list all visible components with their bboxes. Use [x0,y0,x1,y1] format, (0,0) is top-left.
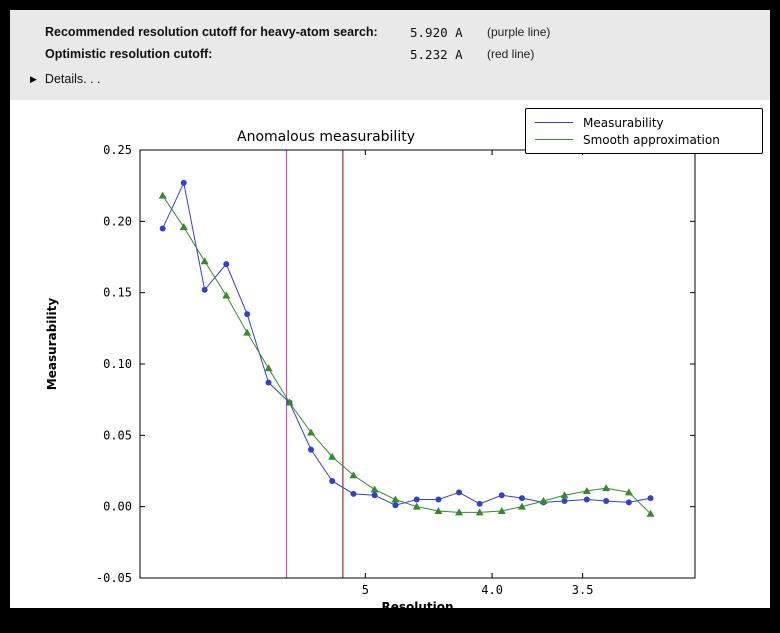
triangle-marker [370,485,379,493]
circle-marker [329,477,336,484]
triangle-marker [560,491,569,499]
svg-text:Measurability: Measurability [45,298,59,391]
circle-marker [476,500,483,507]
triangle-marker [497,506,506,514]
chart-legend: Measurability Smooth approximation [525,108,763,154]
circle-marker [244,311,251,318]
legend-entry: Measurability [535,114,753,131]
optimistic-cutoff-value: 5.232 A [410,46,463,62]
series-line [162,181,651,506]
circle-marker [413,496,420,503]
triangle-marker [200,257,209,265]
triangle-marker [307,428,316,436]
plot-area [140,150,695,578]
svg-text:0.15: 0.15 [103,286,132,300]
circle-marker [371,492,378,499]
details-disclosure[interactable]: ▶ Details. . . [10,72,770,86]
triangle-marker [264,364,273,372]
circle-marker [180,179,187,186]
triangle-marker [285,398,294,406]
smooth-approximation-line-sample [535,139,573,140]
circle-marker [518,495,525,502]
optimistic-cutoff-note: (red line) [487,47,535,61]
legend-entry: Smooth approximation [535,131,753,148]
triangle-marker [475,508,484,516]
triangle-marker [158,191,167,199]
svg-text:Resolution: Resolution [381,600,453,608]
anomalous-signal-window: Recommended resolution cutoff for heavy-… [10,10,770,614]
plot-figure: -0.05 0.00 0.05 0.10 0.15 0.20 0.25 5 4.0 3.5 Anom… [10,100,770,614]
circle-marker [498,492,505,499]
measurability-line-sample [535,122,573,123]
triangle-marker [624,488,633,496]
triangle-marker [602,484,611,492]
circle-marker [583,496,590,503]
optimistic-cutoff-row: Optimistic resolution cutoff: 5.232 A (r… [10,43,770,65]
recommended-cutoff-value: 5.920 A [410,24,463,40]
svg-text:0.20: 0.20 [103,214,132,228]
circle-marker [159,225,166,232]
measurability-chart: -0.05 0.00 0.05 0.10 0.15 0.20 0.25 5 4.0 3.5 Anom… [45,129,696,614]
circle-marker [223,261,230,268]
legend-label-measurability: Measurability [583,115,664,130]
recommended-cutoff-label: Recommended resolution cutoff for heavy-… [45,25,378,39]
triangle-marker [349,471,358,479]
svg-text:3.5: 3.5 [572,583,594,597]
circle-marker [625,499,632,506]
svg-text:0.05: 0.05 [103,428,132,442]
svg-text:0.10: 0.10 [103,357,132,371]
optimistic-cutoff-label: Optimistic resolution cutoff: [45,47,213,61]
svg-text:0.25: 0.25 [103,143,132,157]
circle-marker [435,496,442,503]
triangle-marker [517,502,526,510]
circle-marker [392,502,399,509]
triangle-marker [582,486,591,494]
triangle-marker [412,502,421,510]
triangle-marker [179,223,188,231]
legend-label-smooth: Smooth approximation [583,132,720,147]
circle-marker [456,489,463,496]
svg-text:0.00: 0.00 [103,500,132,514]
circle-marker [308,446,315,453]
svg-text:-0.05: -0.05 [96,571,132,585]
triangle-marker [243,328,252,336]
details-label[interactable]: Details. . . [44,72,101,86]
svg-text:Anomalous measurability: Anomalous measurability [237,129,415,145]
circle-marker [201,286,208,293]
circle-marker [561,497,568,504]
triangle-marker [434,506,443,514]
svg-text:5: 5 [362,583,369,597]
resolution-cutoff-panel: Recommended resolution cutoff for heavy-… [10,10,770,100]
triangle-marker [455,508,464,516]
triangle-marker [646,509,655,517]
circle-marker [603,497,610,504]
series-line [162,195,651,515]
triangle-marker [222,291,231,299]
triangle-right-icon[interactable]: ▶ [30,73,37,84]
svg-text:4.0: 4.0 [481,583,503,597]
recommended-cutoff-note: (purple line) [487,25,551,39]
triangle-marker [539,496,548,504]
circle-marker [265,379,272,386]
triangle-marker [391,495,400,503]
triangle-marker [328,452,337,460]
circle-marker [350,490,357,497]
circle-marker [647,495,654,502]
recommended-cutoff-row: Recommended resolution cutoff for heavy-… [10,21,770,43]
